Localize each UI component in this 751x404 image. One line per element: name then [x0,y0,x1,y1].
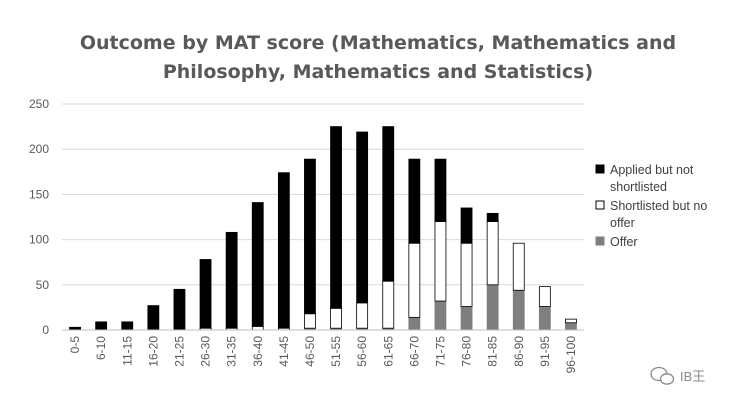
bar-segment-black [356,131,369,304]
bar-segment-black [199,259,212,329]
chart-title-line-1: Outcome by MAT score (Mathematics, Mathe… [80,32,676,54]
y-tick-label: 200 [29,142,49,156]
bars [69,126,577,331]
bar-segment-white [251,325,264,331]
legend-label: Shortlisted but no [610,199,707,213]
x-axis: 0-5 6-10 11-15 16-20 21-25 26-30 31-35 36-40 41-… [62,329,584,374]
x-tick-label: 51-55 [329,336,343,367]
x-tick-label: 56-60 [355,336,369,367]
bar-segment-gray [538,306,551,331]
bar-segment-black [121,321,134,331]
y-tick-label: 0 [42,323,49,337]
legend-swatch [595,164,605,174]
x-tick-label: 86-90 [512,336,526,367]
legend-label: shortlisted [610,180,667,194]
bar-segment-black [277,172,290,329]
x-tick-label: 46-50 [303,336,317,367]
bar-segment-black [434,158,447,222]
bar-segment-white [382,280,395,329]
x-tick-label: 76-80 [460,336,474,367]
legend-swatch [595,236,605,246]
bar-segment-white [330,307,342,329]
bar-segment-black [95,321,108,331]
bar-segment-black [408,158,421,244]
legend: Applied but not shortlisted Shortlisted bu… [595,163,707,249]
x-tick-label: 81-85 [486,336,500,367]
x-tick-label: 96-100 [564,336,578,374]
bar-segment-white [512,242,525,291]
x-tick-label: 26-30 [199,336,213,367]
x-tick-label: 0-5 [68,336,82,354]
bar-segment-white [408,242,421,318]
chart-title: Outcome by MAT score (Mathematics, Mathe… [80,32,676,83]
bar-segment-black [173,288,186,331]
bar-segment-black [147,305,160,331]
x-tick-label: 41-45 [277,336,291,367]
bar-segment-black [304,158,316,315]
bar-segment-black [330,126,342,309]
bar-segment-gray [565,322,577,331]
x-tick-label: 31-35 [225,336,239,367]
bar-segment-black [382,126,395,282]
y-tick-label: 100 [29,233,49,247]
bar-segment-black [486,212,499,222]
chart-title-line-2: Philosophy, Mathematics and Statistics) [163,61,593,83]
bar-segment-black [460,207,473,244]
y-tick-label: 50 [36,278,50,292]
x-tick-label: 21-25 [172,336,186,367]
x-tick-label: 66-70 [407,336,421,367]
y-tick-label: 150 [29,187,49,201]
bar-segment-black [251,202,264,327]
y-axis-tick-labels: 0 50 100 150 200 250 [29,97,49,337]
legend-swatch [595,200,605,210]
watermark-text: IB王 [680,369,705,384]
bar-segment-gray [460,306,473,331]
bar-segment-white [460,242,473,307]
bar-segment-gray [512,289,525,331]
legend-label: Offer [610,235,638,249]
bar-segment-white [434,221,447,302]
x-tick-label: 91-95 [538,336,552,367]
x-tick-label: 71-75 [434,336,448,367]
bar-segment-gray [434,300,447,331]
bar-segment-white [565,318,577,324]
bar-segment-white [538,286,551,307]
bar-segment-gray [408,316,421,331]
legend-label: offer [610,216,635,230]
x-tick-label: 36-40 [251,336,265,367]
x-tick-label: 6-10 [94,336,108,360]
x-tick-label: 11-15 [120,336,134,366]
watermark: IB王 [650,366,705,385]
wechat-icon [650,366,675,385]
x-tick-label: 16-20 [146,336,160,367]
bar-segment-black [225,231,238,329]
legend-label: Applied but not [610,163,694,177]
x-tick-label: 61-65 [381,336,395,367]
bar-segment-gray [486,284,499,331]
bar-segment-white [486,221,499,286]
bar-segment-white [304,313,316,329]
bar-segment-white [356,302,369,329]
y-tick-label: 250 [29,97,49,111]
